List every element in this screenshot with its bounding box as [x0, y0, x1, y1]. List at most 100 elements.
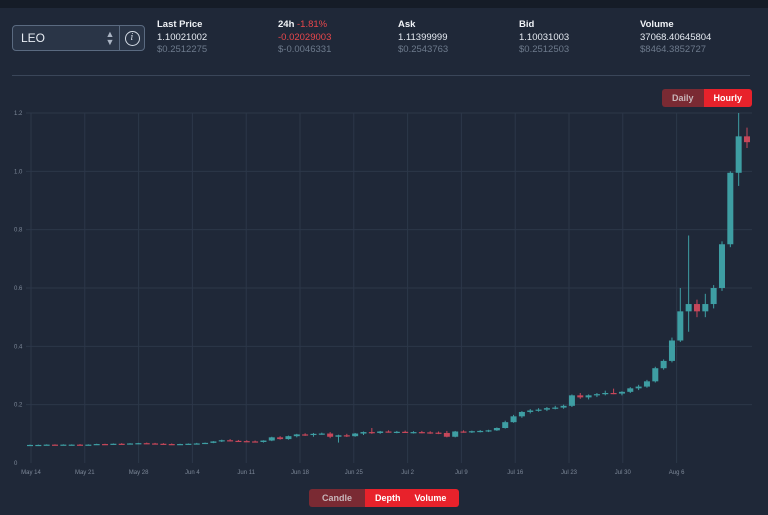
candle — [510, 414, 517, 423]
candle — [77, 444, 84, 446]
candle — [393, 430, 400, 434]
candle-body — [210, 441, 217, 443]
candle-body — [77, 444, 84, 446]
x-tick-label: Jun 25 — [345, 470, 364, 476]
stat-ask: Ask 1.11399999 $0.2543763 — [398, 19, 448, 57]
stat-usd: $0.2512503 — [519, 44, 570, 55]
candle-body — [335, 435, 342, 437]
candle-body — [602, 393, 609, 395]
x-tick-label: Jul 16 — [507, 470, 524, 476]
candle-body — [343, 435, 350, 437]
candle-button[interactable]: Candle — [309, 489, 366, 507]
info-button[interactable]: i — [120, 30, 144, 46]
candle-body — [35, 444, 42, 447]
candle-body — [52, 444, 59, 446]
candle-body — [552, 407, 559, 409]
daily-button[interactable]: Daily — [662, 89, 704, 107]
candle — [26, 444, 34, 447]
candle-body — [618, 391, 625, 394]
depth-button[interactable]: Depth — [365, 489, 411, 507]
candle-body — [627, 388, 634, 392]
candle-body — [718, 244, 725, 288]
candle — [343, 433, 350, 438]
candle — [327, 432, 334, 439]
candle-body — [610, 393, 617, 395]
candle-body — [727, 172, 734, 245]
candle-body — [68, 444, 75, 446]
candle — [152, 442, 159, 445]
candle-body — [202, 442, 209, 445]
candle-body — [710, 288, 717, 305]
candle — [218, 439, 225, 442]
stat-label: Ask — [398, 19, 416, 30]
info-icon: i — [124, 30, 140, 46]
candle-body — [643, 381, 650, 387]
candle — [518, 411, 525, 418]
candle — [552, 405, 559, 410]
view-toggle: Candle Depth Volume — [309, 489, 460, 507]
candle-body — [560, 405, 567, 408]
candle — [160, 443, 167, 445]
candle — [735, 113, 742, 186]
candle-body — [702, 304, 709, 312]
candle-body — [660, 360, 667, 369]
x-tick-label: May 21 — [75, 470, 95, 476]
candle — [377, 430, 384, 434]
stat-label: Last Price — [157, 19, 203, 30]
candle — [710, 285, 717, 309]
x-tick-label: Jul 30 — [615, 470, 632, 476]
candle — [185, 443, 192, 445]
candle-body — [452, 431, 459, 437]
candle — [43, 444, 50, 446]
candle-body — [252, 441, 259, 443]
candle — [427, 431, 434, 434]
x-axis: May 14 May 21 May 28 Jun 4 Jun 11 Jun 18 Jun 2… — [21, 470, 685, 476]
candle — [177, 443, 184, 446]
candle-body — [393, 431, 400, 433]
candle-body — [43, 444, 50, 446]
candle-body — [360, 432, 367, 434]
market-select[interactable]: LEO ▲ ▼ i — [12, 25, 145, 51]
candle-body — [310, 433, 317, 436]
candle — [410, 431, 417, 434]
candle — [35, 444, 42, 447]
x-tick-label: Jul 2 — [401, 470, 414, 476]
candle-body — [635, 386, 642, 389]
y-tick-label: 0 — [14, 461, 18, 467]
y-tick-label: 0.6 — [14, 286, 23, 292]
candle-body — [685, 304, 692, 312]
candle-body — [535, 409, 542, 411]
candle-body — [593, 394, 600, 396]
candle-body — [510, 416, 517, 423]
candle-body — [427, 432, 434, 434]
candle — [660, 359, 667, 370]
candle-body — [577, 395, 584, 398]
candle-body — [493, 428, 500, 431]
candle-body — [460, 431, 467, 433]
candle-body — [502, 422, 509, 428]
candle-body — [435, 432, 442, 434]
candle — [502, 420, 509, 429]
volume-button[interactable]: Volume — [410, 489, 460, 507]
candle-body — [368, 432, 375, 434]
x-tick-label: May 14 — [21, 470, 41, 476]
stat-label: Bid — [519, 19, 535, 30]
candle-body — [677, 311, 684, 341]
candle — [93, 443, 100, 446]
candle — [527, 409, 534, 414]
candle-body — [118, 443, 125, 445]
stat-value: 1.10031003 — [519, 31, 570, 43]
candle-body — [302, 434, 309, 436]
candle — [693, 299, 700, 318]
y-tick-label: 1.2 — [14, 111, 23, 117]
candle — [627, 387, 634, 393]
hourly-button[interactable]: Hourly — [703, 89, 753, 107]
candle-body — [477, 430, 484, 433]
candle — [85, 444, 92, 446]
candle-body — [585, 395, 592, 398]
candle — [435, 431, 442, 435]
x-tick-label: Jun 4 — [185, 470, 200, 476]
candle — [135, 442, 142, 445]
header-divider — [12, 75, 750, 76]
candle — [202, 442, 209, 445]
